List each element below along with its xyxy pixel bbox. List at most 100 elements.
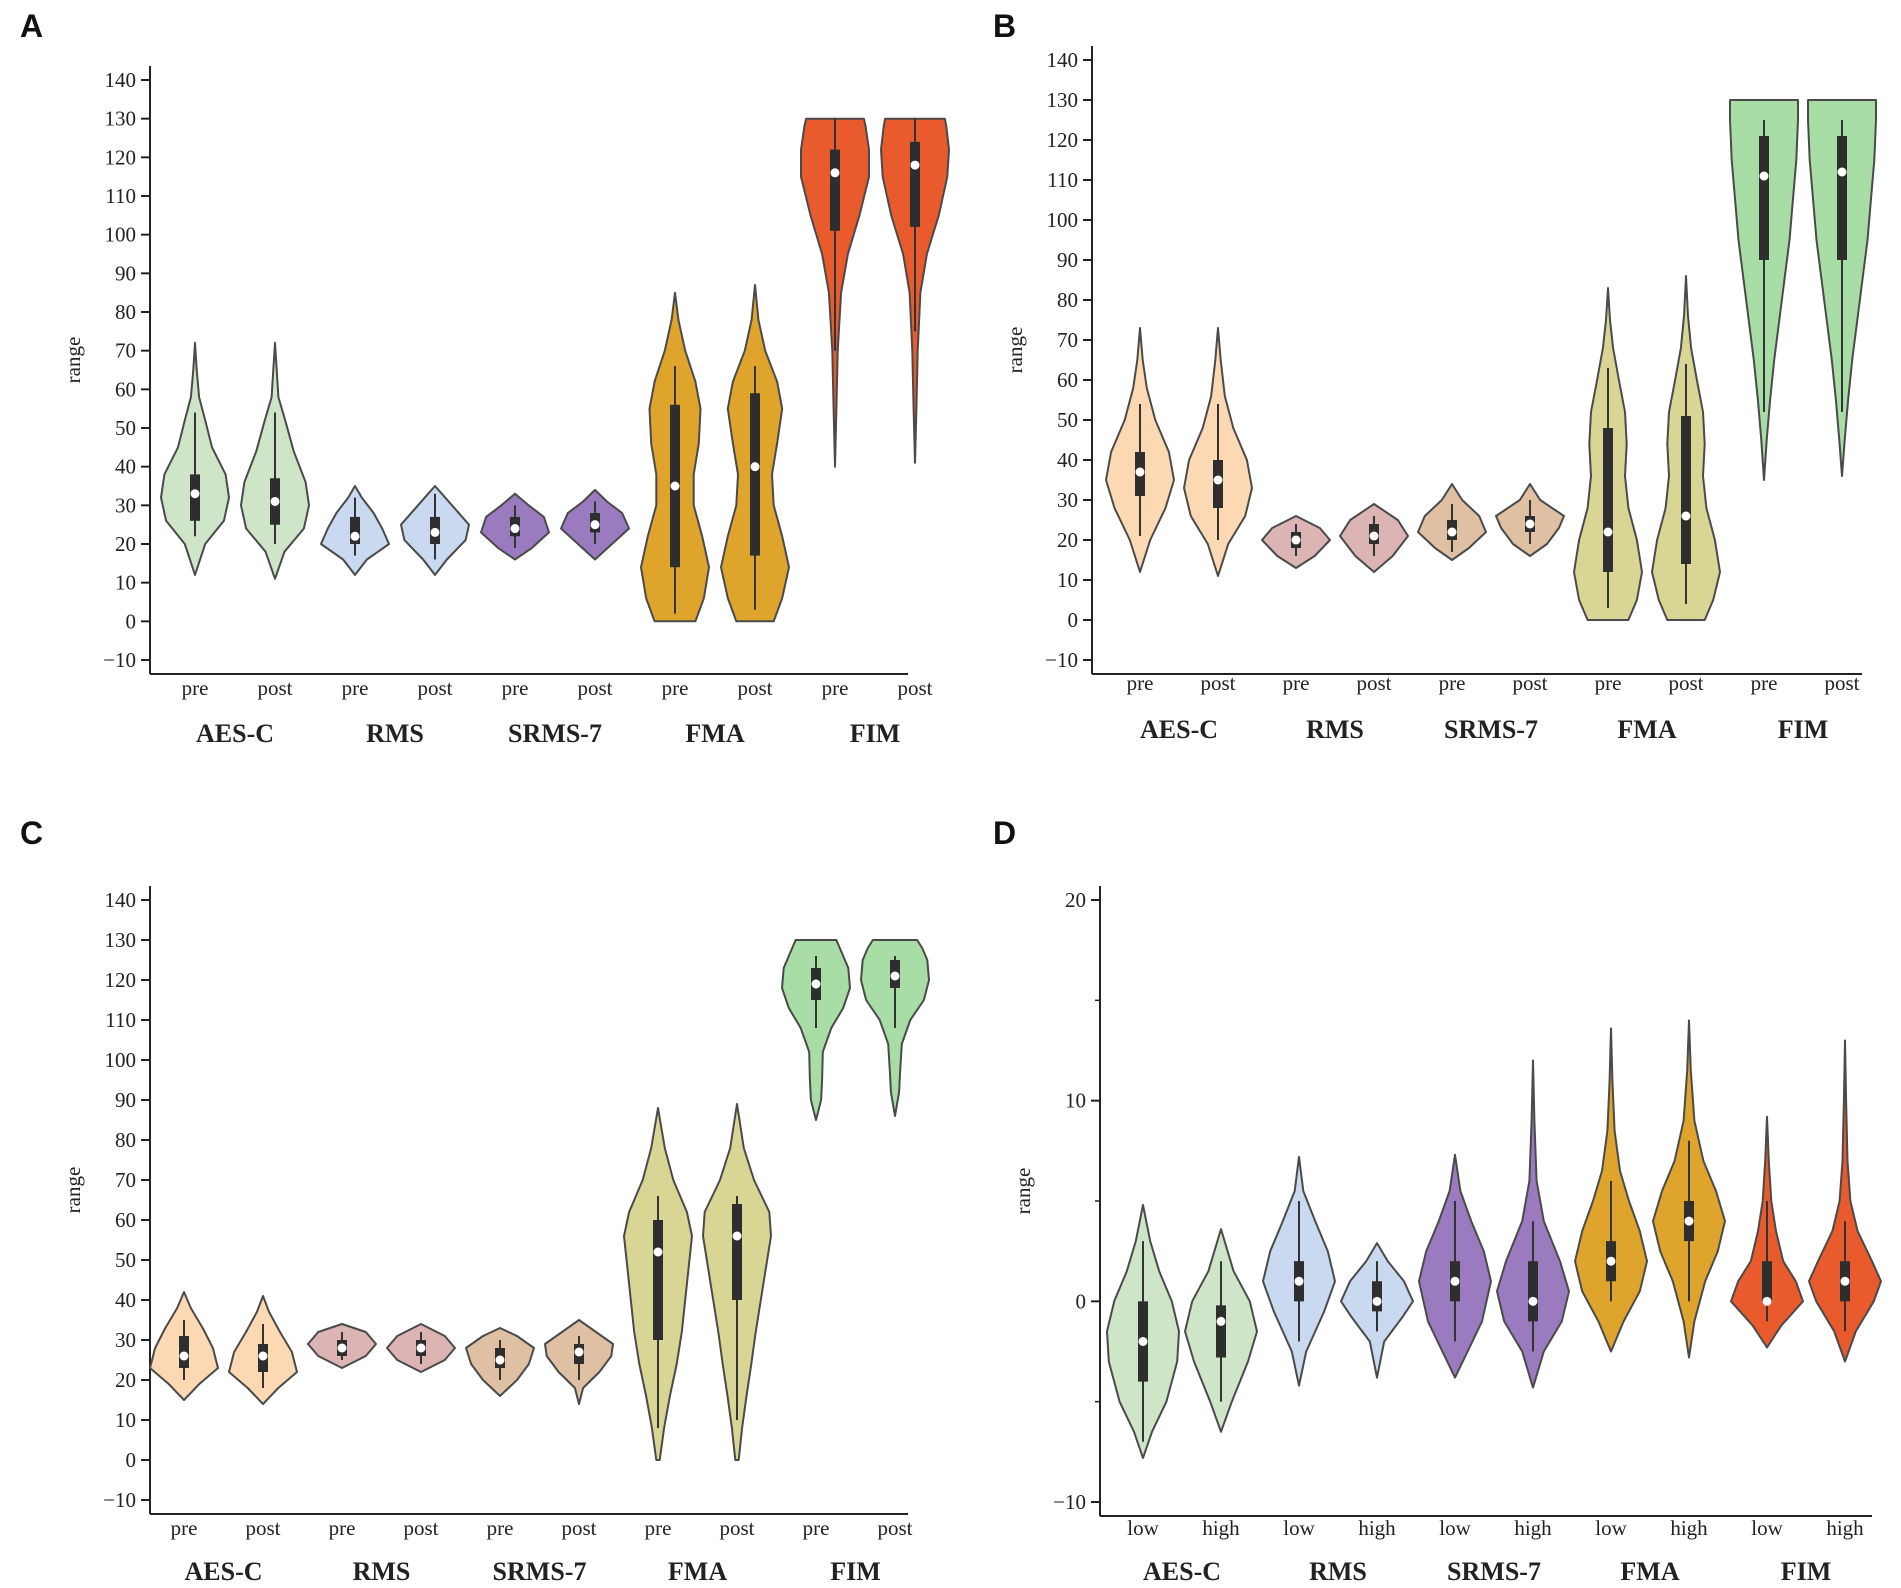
panel-letter-c: C <box>20 815 44 851</box>
y-tick-label: 20 <box>1065 888 1086 912</box>
violin-iqr-box <box>910 141 920 227</box>
x-category-label: post <box>1824 671 1859 695</box>
violin-median <box>1837 167 1847 177</box>
y-tick-label: 70 <box>115 339 136 363</box>
y-tick-label: 30 <box>1057 488 1078 512</box>
y-tick-label: 120 <box>1047 128 1079 152</box>
violin-median <box>1291 535 1301 545</box>
y-tick-label: 100 <box>105 1048 137 1072</box>
violin-rms-post <box>400 485 470 576</box>
y-tick-label: 110 <box>105 184 136 208</box>
panel-letter-a: A <box>20 8 44 44</box>
x-category-label: pre <box>171 1516 198 1540</box>
x-group-label: RMS <box>1309 1557 1367 1586</box>
violin-median <box>670 481 680 491</box>
violin-rms-high <box>1340 1242 1414 1379</box>
violin-median <box>1213 475 1223 485</box>
violin-iqr-box <box>350 516 360 544</box>
y-tick-label: −10 <box>1053 1490 1086 1514</box>
violin-fim-pre <box>800 117 870 468</box>
x-category-label: pre <box>1283 671 1310 695</box>
violin-median <box>270 496 280 506</box>
y-tick-label: 0 <box>126 1448 137 1472</box>
panel-letter-d: D <box>993 815 1017 851</box>
y-tick-label: 20 <box>115 1368 136 1392</box>
x-category-label: post <box>561 1516 596 1540</box>
violin-chart-b: −10 0 10 20 30 40 50 60 70 80 90 100 110 120 130 140 ran… <box>1003 46 1877 744</box>
x-category-label: post <box>737 676 772 700</box>
violin-median <box>890 971 900 981</box>
x-category-label: pre <box>1595 671 1622 695</box>
y-tick-label: 0 <box>126 609 137 633</box>
violin-rms-pre <box>320 485 390 576</box>
y-tick-label: 70 <box>115 1168 136 1192</box>
x-category-label: pre <box>182 676 209 700</box>
x-category-label: high <box>1670 1516 1708 1540</box>
y-tick-label: −10 <box>1045 648 1078 672</box>
panel-letter-b: B <box>993 8 1017 44</box>
violin-fim-post <box>860 939 930 1117</box>
violin-fim-post <box>1807 99 1877 477</box>
violin-median <box>1762 1296 1772 1306</box>
x-category-label: low <box>1127 1516 1159 1540</box>
y-tick-label: 10 <box>115 1408 136 1432</box>
x-group-label: FMA <box>1620 1557 1679 1586</box>
x-category-label: pre <box>342 676 369 700</box>
violin-rms-post <box>1339 503 1409 573</box>
y-tick-label: 90 <box>115 261 136 285</box>
x-category-label: pre <box>822 676 849 700</box>
x-group-label: AES-C <box>196 719 274 748</box>
y-tick-label: 140 <box>105 68 137 92</box>
y-tick-label: 130 <box>105 107 137 131</box>
y-tick-label: −10 <box>103 648 136 672</box>
violin-median <box>1681 511 1691 521</box>
violin-fma-pre <box>1573 287 1643 621</box>
violin-fma-low <box>1574 1027 1648 1353</box>
violin-aes-c-post <box>228 1295 298 1405</box>
x-category-label: low <box>1283 1516 1315 1540</box>
x-group-label: SRMS-7 <box>1444 715 1538 744</box>
violin-median <box>910 160 920 170</box>
violin-iqr-box <box>1603 428 1613 572</box>
violin-fim-pre <box>781 939 851 1121</box>
x-category-label: post <box>1200 671 1235 695</box>
violin-median <box>416 1343 426 1353</box>
violin-srms-7-low <box>1418 1153 1492 1379</box>
violin-median <box>510 524 520 534</box>
y-tick-label: 20 <box>115 532 136 556</box>
x-group-label: FIM <box>850 719 901 748</box>
violin-median <box>350 531 360 541</box>
violin-fma-post <box>720 283 790 623</box>
y-tick-label: 130 <box>1047 88 1079 112</box>
violin-srms-7-pre <box>1417 483 1487 561</box>
violin-fma-pre <box>623 1107 693 1461</box>
x-category-label: low <box>1751 1516 1783 1540</box>
y-tick-label: 130 <box>105 928 137 952</box>
x-category-label: post <box>897 676 932 700</box>
violin-median <box>1294 1276 1304 1286</box>
violin-srms-7-post <box>560 488 630 561</box>
y-tick-label: 40 <box>115 1288 136 1312</box>
violin-rms-pre <box>1261 515 1331 569</box>
y-tick-label: 40 <box>1057 448 1078 472</box>
y-tick-label: 20 <box>1057 528 1078 552</box>
x-category-label: high <box>1202 1516 1240 1540</box>
y-tick-label: 120 <box>105 145 137 169</box>
x-group-label: SRMS-7 <box>508 719 602 748</box>
x-group-label: RMS <box>366 719 424 748</box>
violin-aes-c-post <box>1183 327 1253 577</box>
violin-iqr-box <box>1681 416 1691 564</box>
y-axis-label: range <box>61 337 85 384</box>
violin-body <box>781 939 851 1121</box>
violin-aes-c-pre <box>149 1291 219 1401</box>
violin-fim-low <box>1730 1115 1804 1349</box>
x-group-label: FIM <box>1781 1557 1832 1586</box>
violin-iqr-box <box>732 1204 742 1300</box>
violin-aes-c-pre <box>160 341 230 576</box>
violin-median <box>574 1347 584 1357</box>
violin-iqr-box <box>830 149 840 231</box>
y-tick-label: 0 <box>1076 1289 1087 1313</box>
y-axis-label: range <box>61 1167 85 1214</box>
violin-aes-c-high <box>1184 1228 1258 1433</box>
